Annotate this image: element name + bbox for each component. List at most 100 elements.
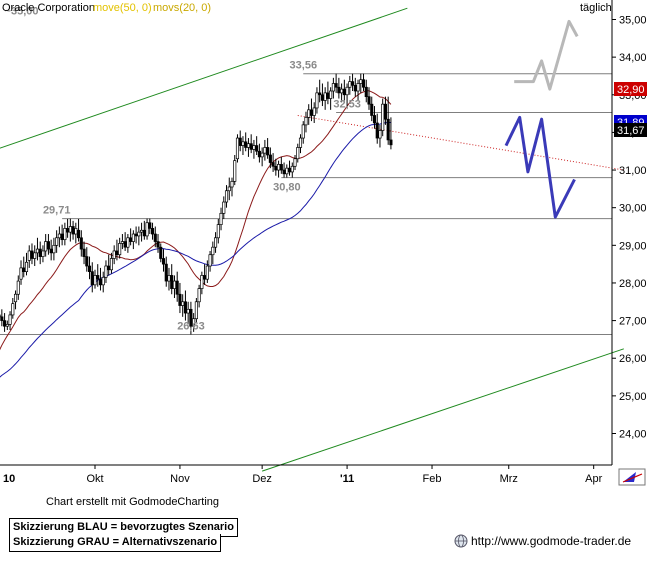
candle (126, 234, 130, 253)
candle-body (307, 109, 311, 118)
candle (87, 256, 92, 280)
price-badge: 31,67 (614, 123, 647, 137)
candle (356, 79, 360, 101)
candle (211, 241, 215, 265)
candle (372, 106, 377, 129)
candle-body (98, 278, 103, 286)
candle-body (353, 85, 357, 92)
candle-body (66, 228, 70, 233)
candle-body (178, 293, 182, 306)
candle (93, 269, 97, 289)
candle (8, 311, 12, 330)
candle-body (101, 276, 105, 286)
candle-body (44, 241, 48, 252)
candle-body (315, 92, 319, 109)
candle-body (118, 243, 122, 256)
candle-body (334, 83, 338, 88)
candle-body (33, 252, 37, 259)
price-badge-bg (614, 82, 647, 96)
website-link[interactable]: http://www.godmode-trader.de (471, 534, 632, 548)
legend-move50: move(50, 0) (93, 2, 152, 14)
candle-body (312, 107, 316, 116)
candle-body (55, 237, 59, 246)
candle-body (241, 141, 245, 146)
candle (104, 260, 108, 283)
candle (260, 147, 264, 167)
candle-body (367, 96, 371, 105)
candle (315, 87, 319, 114)
candle (227, 177, 231, 201)
candle (153, 226, 157, 248)
candle-body (203, 275, 207, 280)
candle-body (82, 248, 86, 257)
candle (85, 247, 89, 272)
candle (11, 298, 15, 319)
candle-body (227, 186, 231, 192)
price-badge-label: 31,67 (617, 125, 645, 137)
candle-body (104, 265, 108, 278)
legend-blue-scenario: Skizzierung BLAU = bevorzugtes Szenario (9, 518, 238, 537)
candle-body (381, 103, 385, 131)
candle-body (246, 143, 250, 148)
candle-body (161, 258, 166, 265)
candle-body (326, 92, 330, 99)
candle (367, 87, 371, 110)
candle (164, 256, 168, 287)
candle (230, 177, 234, 197)
candle-body (107, 265, 111, 271)
candle-body (16, 280, 20, 295)
candle-body (266, 147, 270, 156)
candle (118, 237, 122, 259)
candle (16, 275, 20, 300)
candle-body (52, 244, 56, 254)
candle-body (3, 320, 7, 327)
candle (290, 162, 294, 178)
price-badge-label: 32,90 (617, 84, 645, 96)
candle (19, 260, 23, 285)
candle-body (293, 158, 297, 167)
candle (46, 234, 50, 255)
candle-body (260, 152, 264, 158)
candle (150, 222, 155, 240)
candle (3, 313, 7, 332)
candle-body (194, 301, 198, 320)
candle (301, 121, 305, 144)
x-tick-label: Mrz (500, 473, 518, 485)
candle (378, 124, 382, 148)
candle-body (356, 83, 360, 92)
candle-body (159, 246, 163, 259)
candle (101, 271, 105, 293)
candle-body (230, 180, 234, 188)
candle-body (63, 228, 67, 241)
level-annotation: ~35,00 (5, 6, 39, 18)
candle (216, 218, 220, 244)
candle-body (167, 275, 171, 282)
candle-body (38, 248, 42, 257)
candle (24, 252, 29, 276)
candle-body (255, 145, 259, 152)
candle (96, 264, 100, 287)
candle-body (175, 280, 179, 295)
candle (235, 134, 240, 163)
candle-body (216, 224, 220, 239)
candle-body (123, 241, 127, 248)
candle-body (87, 265, 92, 273)
candle-body (205, 265, 209, 280)
level-annotation: 33,56 (290, 60, 318, 72)
candle (156, 234, 160, 253)
candle-body (211, 246, 215, 256)
candle (41, 245, 45, 263)
candle (381, 98, 385, 137)
legend-movs20: movs(20, 0) (153, 2, 211, 14)
candle (159, 243, 163, 263)
candle-body (22, 267, 26, 273)
y-tick-label: 27,00 (619, 316, 647, 328)
candle (255, 136, 259, 155)
candle-body (345, 86, 349, 96)
candle-body (290, 165, 294, 173)
x-axis: 10 Okt Nov Dez '11 Feb Mrz Apr (3, 465, 603, 485)
y-tick-label: 31,00 (619, 165, 647, 177)
candle-body (320, 94, 324, 101)
candle-body (90, 271, 94, 286)
candle-body (383, 103, 387, 120)
